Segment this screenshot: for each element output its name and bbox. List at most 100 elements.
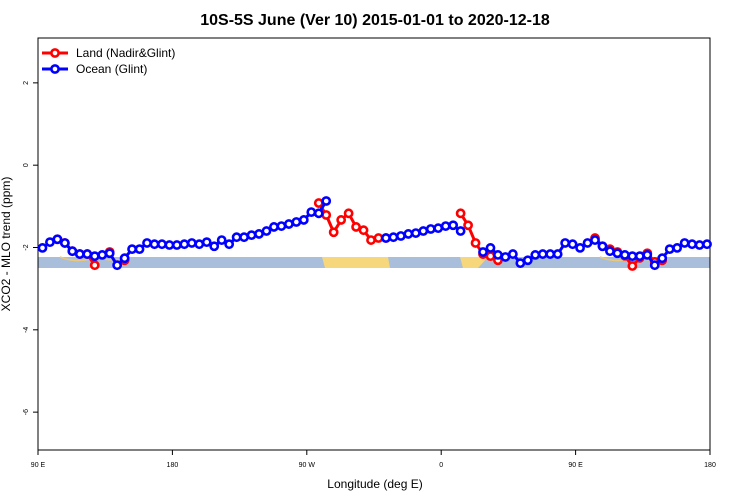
data-point [209,241,220,252]
map-strip [38,256,710,268]
y-tick-label: 2 [23,81,30,85]
data-point [388,232,399,243]
data-point [627,251,638,262]
data-point [478,247,488,257]
x-tick-label: 180 [704,462,716,469]
data-point [657,253,668,264]
data-point [134,244,145,255]
data-point [261,226,272,236]
data-point [485,243,496,253]
y-tick-label: -6 [23,409,30,415]
data-point [537,249,548,259]
y-tick-label: -2 [23,244,30,250]
data-point [306,207,317,218]
data-point [575,243,585,253]
data-point [321,210,332,220]
data-point [395,231,406,241]
data-point [112,260,123,271]
data-point [694,240,705,250]
y-tick-label: 0 [23,163,30,167]
data-point [500,252,511,262]
data-point [89,251,100,262]
data-point [52,234,63,245]
data-point [67,246,78,257]
data-point [702,239,712,250]
data-point [463,220,473,231]
data-point [485,251,496,262]
legend-marker [50,48,60,58]
data-point [164,240,175,250]
y-tick-label: -4 [23,327,30,333]
y-axis-label: XCO2 - MLO trend (ppm) [0,177,13,312]
data-point [590,235,600,245]
data-point [313,198,324,208]
legend-label: Ocean (Glint) [76,62,147,76]
data-point [179,239,190,250]
data-point [627,261,638,271]
data-point [612,248,623,259]
data-point [74,249,85,259]
data-point [127,244,137,255]
data-point [246,230,257,241]
data-point [201,237,212,248]
x-tick-label: 0 [439,462,443,469]
data-point [679,238,690,248]
data-point [470,238,481,248]
data-point [373,233,384,243]
data-point [664,244,675,255]
data-point [321,196,332,206]
data-point [425,224,436,234]
x-tick-label: 90 W [299,462,316,469]
data-point [313,208,324,219]
chart-title: 10S-5S June (Ver 10) 2015-01-01 to 2020-… [200,12,550,29]
data-point [276,221,287,231]
legend-label: Land (Nadir&Glint) [76,46,175,60]
data-point [291,217,302,227]
data-point [119,253,130,264]
legend-marker [50,64,60,74]
data-point [239,232,249,243]
data-point [582,238,593,248]
data-point [597,241,608,252]
data-point [418,226,429,236]
data-point [403,229,414,239]
data-point [149,239,160,250]
data-point [455,208,466,219]
x-tick-label: 180 [167,462,179,469]
data-point [493,250,503,260]
data-point [82,249,93,259]
data-point [567,239,578,250]
data-point [649,260,660,271]
x-tick-label: 90 E [568,462,583,469]
data-point [552,249,563,259]
data-point [269,222,279,232]
x-tick-label: 90 E [31,462,46,469]
x-axis-label: Longitude (deg E) [327,477,422,491]
data-point [216,235,227,245]
data-point [530,250,541,260]
data-point [642,250,653,260]
data-point [366,235,376,245]
data-point [171,240,182,250]
data-point [358,225,369,236]
data-point [381,233,391,243]
data-point [37,243,48,253]
data-point [343,208,354,219]
data-point [410,228,421,238]
data-point [515,258,526,269]
data-point [672,243,683,253]
data-point [298,215,309,225]
data-point [507,249,518,259]
data-point [45,237,55,248]
data-point [254,229,264,239]
data-point [455,226,466,236]
data-point [634,251,645,262]
data-point [619,250,630,260]
data-point [433,223,444,234]
data-point [194,239,205,250]
data-point [351,222,361,232]
plot-frame [37,37,711,451]
data-point [157,239,167,250]
data-point [59,238,70,248]
